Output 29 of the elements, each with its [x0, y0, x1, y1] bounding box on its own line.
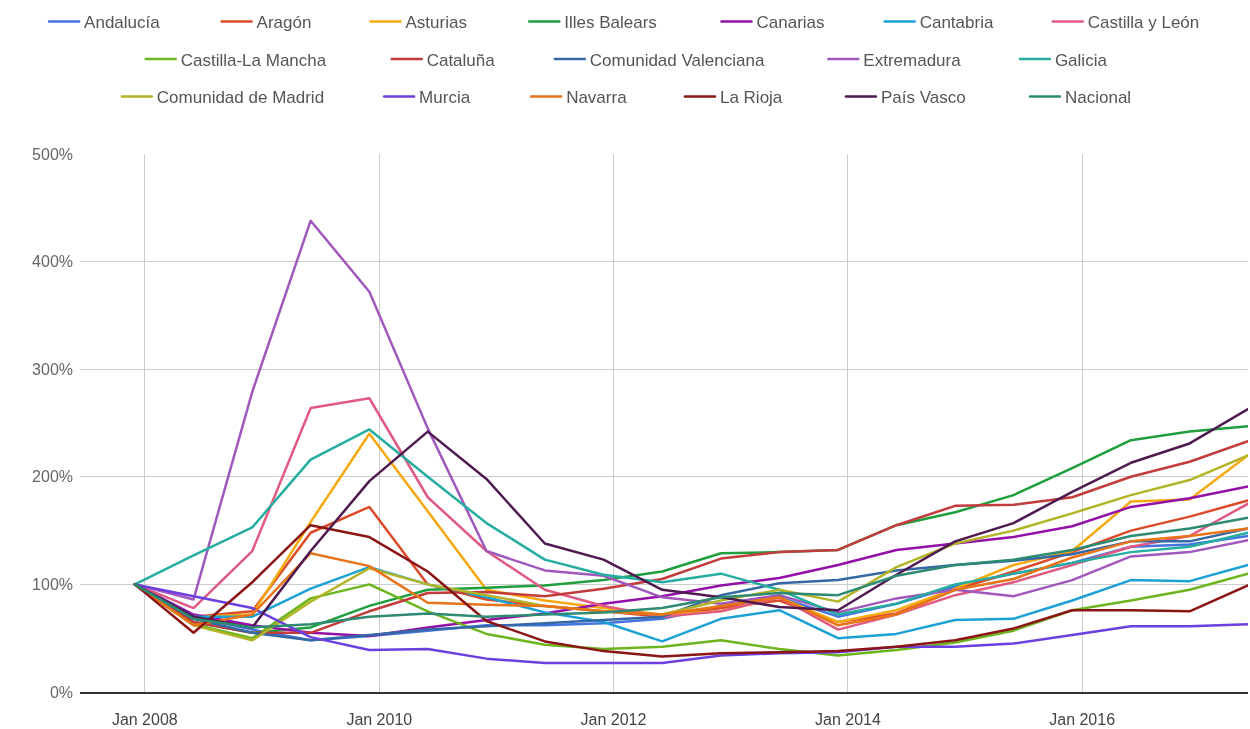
- y-tick-label: 200%: [32, 468, 73, 486]
- legend-label: La Rioja: [719, 88, 783, 108]
- y-tick-label: 500%: [32, 145, 73, 163]
- legend-label: Galicia: [1054, 50, 1108, 70]
- x-tick-label: Jan 2008: [111, 710, 178, 728]
- legend-label: Navarra: [566, 88, 628, 108]
- legend-label: Asturias: [405, 13, 467, 33]
- legend-label: Canarias: [756, 13, 825, 33]
- x-tick-label: Jan 2016: [1049, 710, 1116, 728]
- legend-label: Extremadura: [863, 50, 962, 70]
- legend-label: Castilla y León: [1087, 13, 1200, 33]
- y-tick-label: 300%: [32, 360, 73, 378]
- legend-label: Andalucía: [84, 13, 161, 33]
- legend-label: Comunidad de Madrid: [156, 88, 325, 108]
- x-tick-label: Jan 2012: [580, 710, 647, 728]
- legend-label: Illes Balears: [564, 13, 657, 33]
- legend-label: Cataluña: [426, 50, 496, 70]
- legend-label: Comunidad Valenciana: [589, 50, 765, 70]
- y-tick-label: 0%: [49, 683, 73, 701]
- y-tick-label: 100%: [32, 576, 73, 593]
- legend-label: Murcia: [419, 88, 471, 108]
- legend-label: Castilla-La Mancha: [180, 50, 327, 70]
- legend-label: País Vasco: [880, 88, 966, 108]
- legend-label: Nacional: [1064, 88, 1132, 108]
- x-tick-label: Jan 2014: [815, 710, 881, 728]
- legend-label: Cantabria: [919, 13, 994, 33]
- y-tick-label: 400%: [32, 253, 73, 271]
- legend-label: Aragón: [256, 13, 312, 33]
- x-tick-label: Jan 2010: [346, 710, 413, 728]
